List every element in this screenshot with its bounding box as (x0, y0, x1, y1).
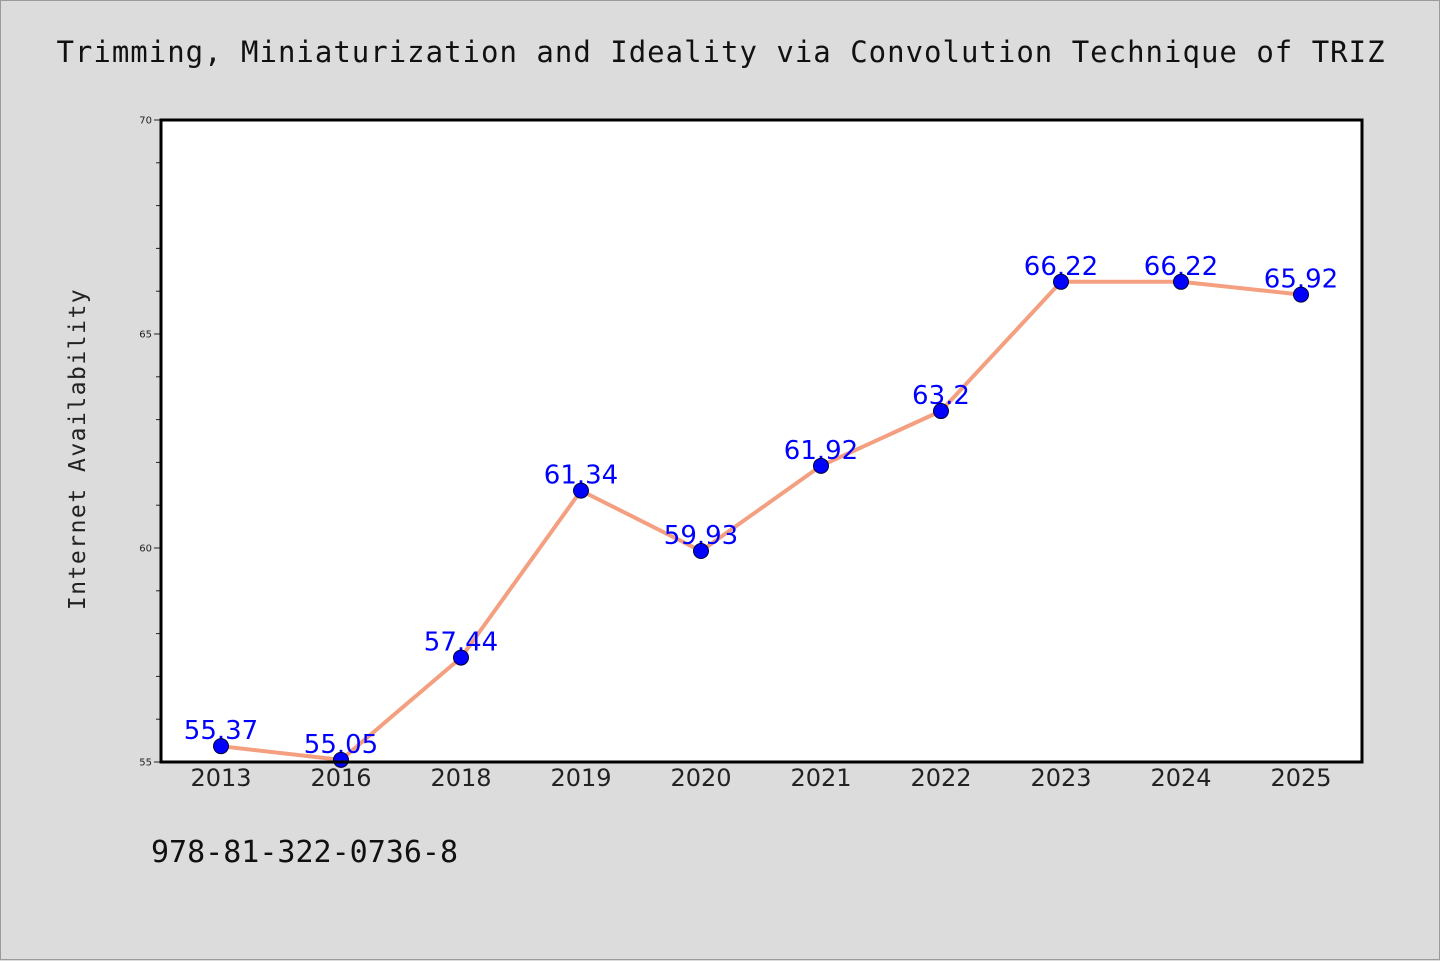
y-tick-label: 70 (139, 116, 152, 127)
y-tick-label: 60 (139, 544, 152, 555)
y-tick-label: 65 (139, 330, 152, 341)
x-tick-label: 2020 (670, 764, 731, 792)
series-line (220, 279, 1302, 762)
x-tick-label: 2013 (190, 764, 251, 792)
plot-border (159, 118, 1364, 764)
data-point (813, 457, 829, 474)
x-tick-label: 2024 (1150, 764, 1211, 792)
x-tick-label: 2023 (1030, 764, 1091, 792)
data-point (1173, 273, 1189, 290)
x-tick-label: 2021 (790, 764, 851, 792)
data-point (573, 482, 589, 499)
x-tick-label: 2025 (1270, 764, 1331, 792)
x-tick-label: 2019 (550, 764, 611, 792)
plot-area (161, 120, 1362, 762)
x-tick-label: 2018 (430, 764, 491, 792)
data-point (1293, 286, 1309, 303)
chart-title: Trimming, Miniaturization and Ideality v… (56, 35, 1386, 69)
data-point (453, 649, 469, 666)
data-point (933, 403, 949, 420)
data-point (693, 542, 709, 559)
data-point (1053, 273, 1069, 290)
y-tick-label: 55 (139, 758, 152, 769)
data-point (333, 751, 349, 768)
x-tick-label: 2022 (910, 764, 971, 792)
x-tick-label: 2016 (310, 764, 371, 792)
footer-code: 978-81-322-0736-8 (151, 835, 459, 870)
data-point (213, 738, 229, 755)
